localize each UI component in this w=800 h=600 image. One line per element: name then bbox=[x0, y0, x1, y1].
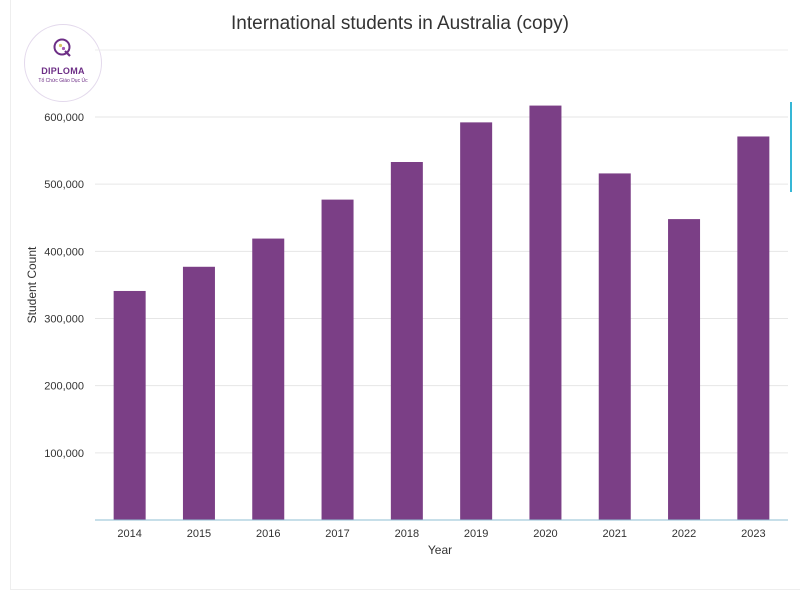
y-tick-label: 200,000 bbox=[44, 381, 84, 393]
y-tick-label: 400,000 bbox=[44, 246, 84, 258]
x-tick-label: 2014 bbox=[117, 528, 141, 540]
frame-bottom-border bbox=[10, 589, 800, 590]
x-tick-label: 2015 bbox=[187, 528, 211, 540]
y-tick-label: 600,000 bbox=[44, 112, 84, 124]
bar-2022[interactable] bbox=[668, 219, 701, 521]
x-tick-labels: 2014 2015 2016 2017 2018 2019 2020 2021 2022 2023 bbox=[117, 528, 765, 540]
bars bbox=[113, 105, 770, 521]
logo-tagline: Tổ Chức Giáo Dục Úc bbox=[38, 78, 88, 84]
frame-left-border bbox=[10, 0, 11, 590]
scroll-indicator[interactable] bbox=[790, 102, 792, 192]
bar-2018[interactable] bbox=[390, 162, 423, 521]
bar-2016[interactable] bbox=[252, 238, 285, 521]
x-axis-label: Year bbox=[428, 543, 452, 557]
x-tick-label: 2022 bbox=[672, 528, 696, 540]
y-axis-label: Student Count bbox=[25, 246, 39, 323]
logo-q-mark-icon bbox=[53, 38, 71, 57]
x-tick-label: 2016 bbox=[256, 528, 280, 540]
x-tick-label: 2023 bbox=[741, 528, 765, 540]
x-tick-label: 2021 bbox=[603, 528, 627, 540]
bar-2015[interactable] bbox=[182, 266, 215, 520]
bar-2019[interactable] bbox=[460, 122, 493, 520]
x-tick-label: 2018 bbox=[395, 528, 419, 540]
bar-2014[interactable] bbox=[113, 290, 146, 520]
diploma-logo: DIPLOMA Tổ Chức Giáo Dục Úc bbox=[24, 24, 102, 102]
bar-2017[interactable] bbox=[321, 199, 354, 521]
y-tick-label: 500,000 bbox=[44, 179, 84, 191]
bar-2020[interactable] bbox=[529, 105, 562, 520]
x-tick-label: 2017 bbox=[325, 528, 349, 540]
x-tick-label: 2020 bbox=[533, 528, 557, 540]
x-tick-label: 2019 bbox=[464, 528, 488, 540]
logo-wordmark: DIPLOMA bbox=[41, 66, 85, 76]
y-tick-label: 100,000 bbox=[44, 448, 84, 460]
bar-2023[interactable] bbox=[737, 136, 770, 520]
y-tick-label: 300,000 bbox=[44, 314, 84, 326]
bar-2021[interactable] bbox=[598, 173, 631, 521]
chart-title: International students in Australia (cop… bbox=[231, 13, 569, 34]
y-tick-labels: 100,000 200,000 300,000 400,000 500,000 600,0… bbox=[44, 112, 84, 460]
